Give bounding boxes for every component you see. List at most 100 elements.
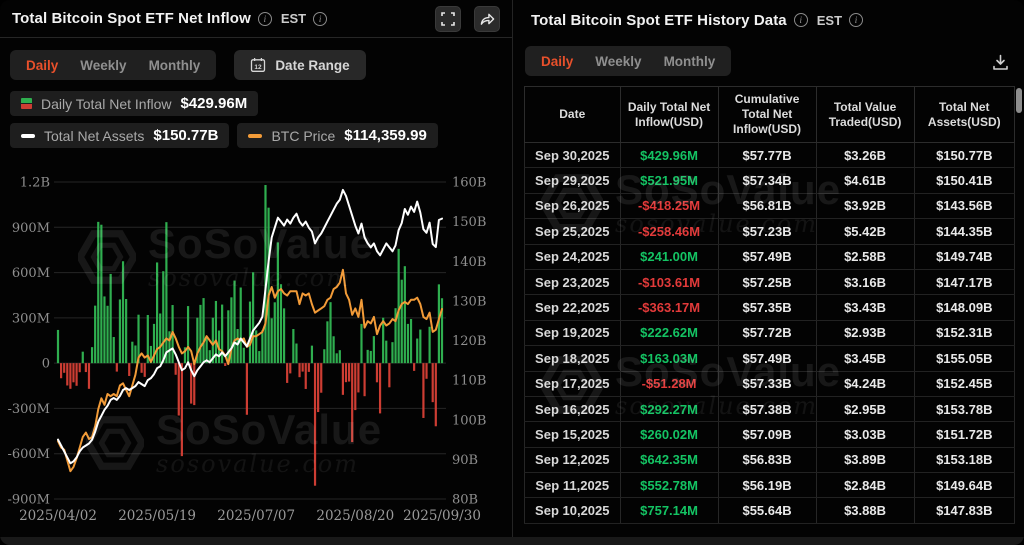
table-row[interactable]: Sep 19,2025 $222.62M $57.72B $2.93B $152.31B xyxy=(524,320,1016,347)
inflow-cell: $222.62M xyxy=(619,320,719,347)
table-row[interactable]: Sep 11,2025 $552.78M $56.19B $2.84B $149.64B xyxy=(524,472,1016,499)
col-daily-inflow[interactable]: Daily Total Net Inflow(USD) xyxy=(619,86,719,143)
net-inflow-chart-panel: Total Bitcoin Spot ETF Net Inflow i EST … xyxy=(0,0,512,537)
legend-net-inflow[interactable]: Daily Total Net Inflow $429.96M xyxy=(10,91,259,116)
tab-monthly[interactable]: Monthly xyxy=(148,57,201,73)
traded-cell: $2.58B xyxy=(815,244,915,270)
svg-text:-300M: -300M xyxy=(7,402,50,417)
cumulative-cell: $57.35B xyxy=(717,294,817,321)
tab-weekly[interactable]: Weekly xyxy=(595,53,642,69)
col-net-assets[interactable]: Total Net Assets(USD) xyxy=(913,86,1016,143)
cumulative-cell: $57.25B xyxy=(717,269,817,296)
traded-cell: $2.93B xyxy=(815,320,915,347)
date-cell: Sep 23,2025 xyxy=(524,269,621,296)
assets-cell: $150.77B xyxy=(913,142,1016,169)
inflow-cell: -$51.28M xyxy=(619,371,719,397)
svg-text:300M: 300M xyxy=(12,311,50,326)
svg-text:130B: 130B xyxy=(452,294,486,309)
date-cell: Sep 25,2025 xyxy=(524,218,621,245)
legend-btc-price-label: BTC Price xyxy=(271,127,336,144)
download-button[interactable] xyxy=(986,48,1014,76)
timezone-label: EST xyxy=(280,11,307,26)
traded-cell: $3.89B xyxy=(815,447,915,474)
table-panel-header: Total Bitcoin Spot ETF History Data i ES… xyxy=(513,0,1024,40)
inflow-cell: $521.95M xyxy=(619,167,719,194)
traded-cell: $2.95B xyxy=(815,396,915,423)
share-button[interactable] xyxy=(474,5,500,32)
bottom-scrollbar-track[interactable] xyxy=(0,537,1024,545)
inflow-cell: $757.14M xyxy=(619,497,719,524)
date-cell: Sep 15,2025 xyxy=(524,421,621,448)
chart-legend: Daily Total Net Inflow $429.96M Total Ne… xyxy=(10,91,502,148)
assets-cell: $153.78B xyxy=(913,396,1016,423)
calendar-icon: 12 xyxy=(251,58,266,72)
traded-cell: $2.84B xyxy=(815,472,915,499)
tab-monthly[interactable]: Monthly xyxy=(663,53,716,69)
legend-btc-price[interactable]: BTC Price $114,359.99 xyxy=(237,123,438,148)
table-row[interactable]: Sep 30,2025 $429.96M $57.77B $3.26B $150.77B xyxy=(524,142,1016,169)
svg-text:140B: 140B xyxy=(452,255,486,270)
svg-text:600M: 600M xyxy=(12,266,50,281)
col-date[interactable]: Date xyxy=(524,86,621,143)
col-cumulative-inflow[interactable]: Cumulative Total Net Inflow(USD) xyxy=(717,86,817,143)
cumulative-cell: $55.64B xyxy=(717,497,817,524)
date-cell: Sep 29,2025 xyxy=(524,167,621,194)
assets-cell: $152.45B xyxy=(913,371,1016,397)
table-row[interactable]: Sep 12,2025 $642.35M $56.83B $3.89B $153.18B xyxy=(524,447,1016,474)
table-row[interactable]: Sep 15,2025 $260.02M $57.09B $3.03B $151.72B xyxy=(524,421,1016,448)
timezone-info-icon[interactable]: i xyxy=(313,11,328,26)
etf-inflow-chart[interactable]: 1.2B 900M 600M 300M 0 -300M -600M -900M 160B 150B… xyxy=(0,158,512,532)
table-row[interactable]: Sep 26,2025 -$418.25M $56.81B $3.92B $143.56… xyxy=(524,193,1016,220)
cumulative-cell: $57.49B xyxy=(717,244,817,270)
cumulative-cell: $57.34B xyxy=(717,167,817,194)
svg-text:900M: 900M xyxy=(12,221,50,236)
table-row[interactable]: Sep 24,2025 $241.00M $57.49B $2.58B $149.74B xyxy=(524,244,1016,270)
date-cell: Sep 30,2025 xyxy=(524,142,621,169)
table-row[interactable]: Sep 25,2025 -$258.46M $57.23B $5.42B $144.35… xyxy=(524,218,1016,245)
table-header-row: Date Daily Total Net Inflow(USD) Cumulat… xyxy=(524,86,1016,143)
table-row[interactable]: Sep 29,2025 $521.95M $57.34B $4.61B $150.41B xyxy=(524,167,1016,194)
traded-cell: $3.03B xyxy=(815,421,915,448)
assets-cell: $144.35B xyxy=(913,218,1016,245)
svg-text:2025/05/19: 2025/05/19 xyxy=(118,508,196,524)
inflow-cell: $260.02M xyxy=(619,421,719,448)
tab-daily[interactable]: Daily xyxy=(26,57,59,73)
table-panel-title: Total Bitcoin Spot ETF History Data xyxy=(531,11,787,29)
cumulative-cell: $57.38B xyxy=(717,396,817,423)
chart-panel-header: Total Bitcoin Spot ETF Net Inflow i EST … xyxy=(0,0,512,38)
table-row[interactable]: Sep 16,2025 $292.27M $57.38B $2.95B $153.78B xyxy=(524,396,1016,423)
table-scrollbar[interactable] xyxy=(1016,88,1022,113)
title-info-icon[interactable]: i xyxy=(257,11,272,26)
legend-net-assets-value: $150.77B xyxy=(153,127,219,144)
table-row[interactable]: Sep 18,2025 $163.03M $57.49B $3.45B $155.05B xyxy=(524,345,1016,372)
date-cell: Sep 18,2025 xyxy=(524,345,621,372)
date-range-button[interactable]: 12 Date Range xyxy=(234,50,366,80)
assets-cell: $147.83B xyxy=(913,497,1016,524)
inflow-cell: $552.78M xyxy=(619,472,719,499)
panel-divider xyxy=(512,0,513,537)
title-info-icon[interactable]: i xyxy=(793,13,808,27)
history-table: Date Daily Total Net Inflow(USD) Cumulat… xyxy=(524,86,1016,524)
svg-text:-900M: -900M xyxy=(7,493,50,508)
legend-net-assets-label: Total Net Assets xyxy=(44,127,145,144)
legend-net-inflow-value: $429.96M xyxy=(180,95,248,112)
cumulative-cell: $57.77B xyxy=(717,142,817,169)
table-row[interactable]: Sep 22,2025 -$363.17M $57.35B $3.43B $148.09… xyxy=(524,294,1016,321)
inflow-cell: -$103.61M xyxy=(619,269,719,296)
tab-weekly[interactable]: Weekly xyxy=(80,57,127,73)
tab-daily[interactable]: Daily xyxy=(541,53,574,69)
table-row[interactable]: Sep 10,2025 $757.14M $55.64B $3.88B $147.83B xyxy=(524,497,1016,524)
chart-panel-title: Total Bitcoin Spot ETF Net Inflow xyxy=(12,10,251,27)
table-row[interactable]: Sep 17,2025 -$51.28M $57.33B $4.24B $152.45B xyxy=(524,371,1016,397)
date-cell: Sep 16,2025 xyxy=(524,396,621,423)
timezone-info-icon[interactable]: i xyxy=(849,13,864,27)
date-range-label: Date Range xyxy=(275,57,350,73)
table-row[interactable]: Sep 23,2025 -$103.61M $57.25B $3.16B $147.17… xyxy=(524,269,1016,296)
date-cell: Sep 11,2025 xyxy=(524,472,621,499)
legend-net-assets[interactable]: Total Net Assets $150.77B xyxy=(10,123,230,148)
table-period-tabs: Daily Weekly Monthly xyxy=(525,46,732,76)
col-value-traded[interactable]: Total Value Traded(USD) xyxy=(815,86,915,143)
fullscreen-icon xyxy=(441,11,455,26)
cumulative-cell: $56.19B xyxy=(717,472,817,499)
fullscreen-button[interactable] xyxy=(435,5,461,32)
